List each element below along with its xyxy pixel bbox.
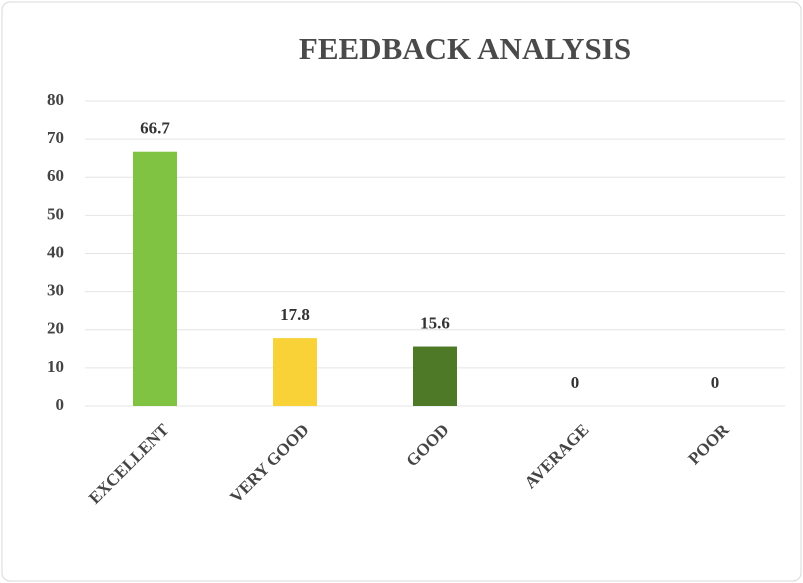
y-tick-label: 40 <box>47 242 64 261</box>
y-tick-label: 20 <box>47 319 64 338</box>
y-tick-label: 60 <box>47 166 64 185</box>
y-tick-label: 70 <box>47 128 64 147</box>
y-tick-label: 10 <box>47 357 64 376</box>
data-label: 0 <box>571 373 580 392</box>
bar <box>413 346 457 406</box>
data-label: 17.8 <box>280 305 310 324</box>
y-tick-label: 50 <box>47 204 64 223</box>
bar <box>133 151 177 406</box>
y-tick-label: 30 <box>47 281 64 300</box>
bar <box>273 338 317 406</box>
data-label: 15.6 <box>420 313 450 332</box>
data-label: 66.7 <box>140 119 170 138</box>
chart-title: FEEDBACK ANALYSIS <box>299 31 631 66</box>
y-tick-label: 80 <box>47 90 64 109</box>
y-tick-label: 0 <box>56 395 65 414</box>
data-label: 0 <box>711 373 720 392</box>
